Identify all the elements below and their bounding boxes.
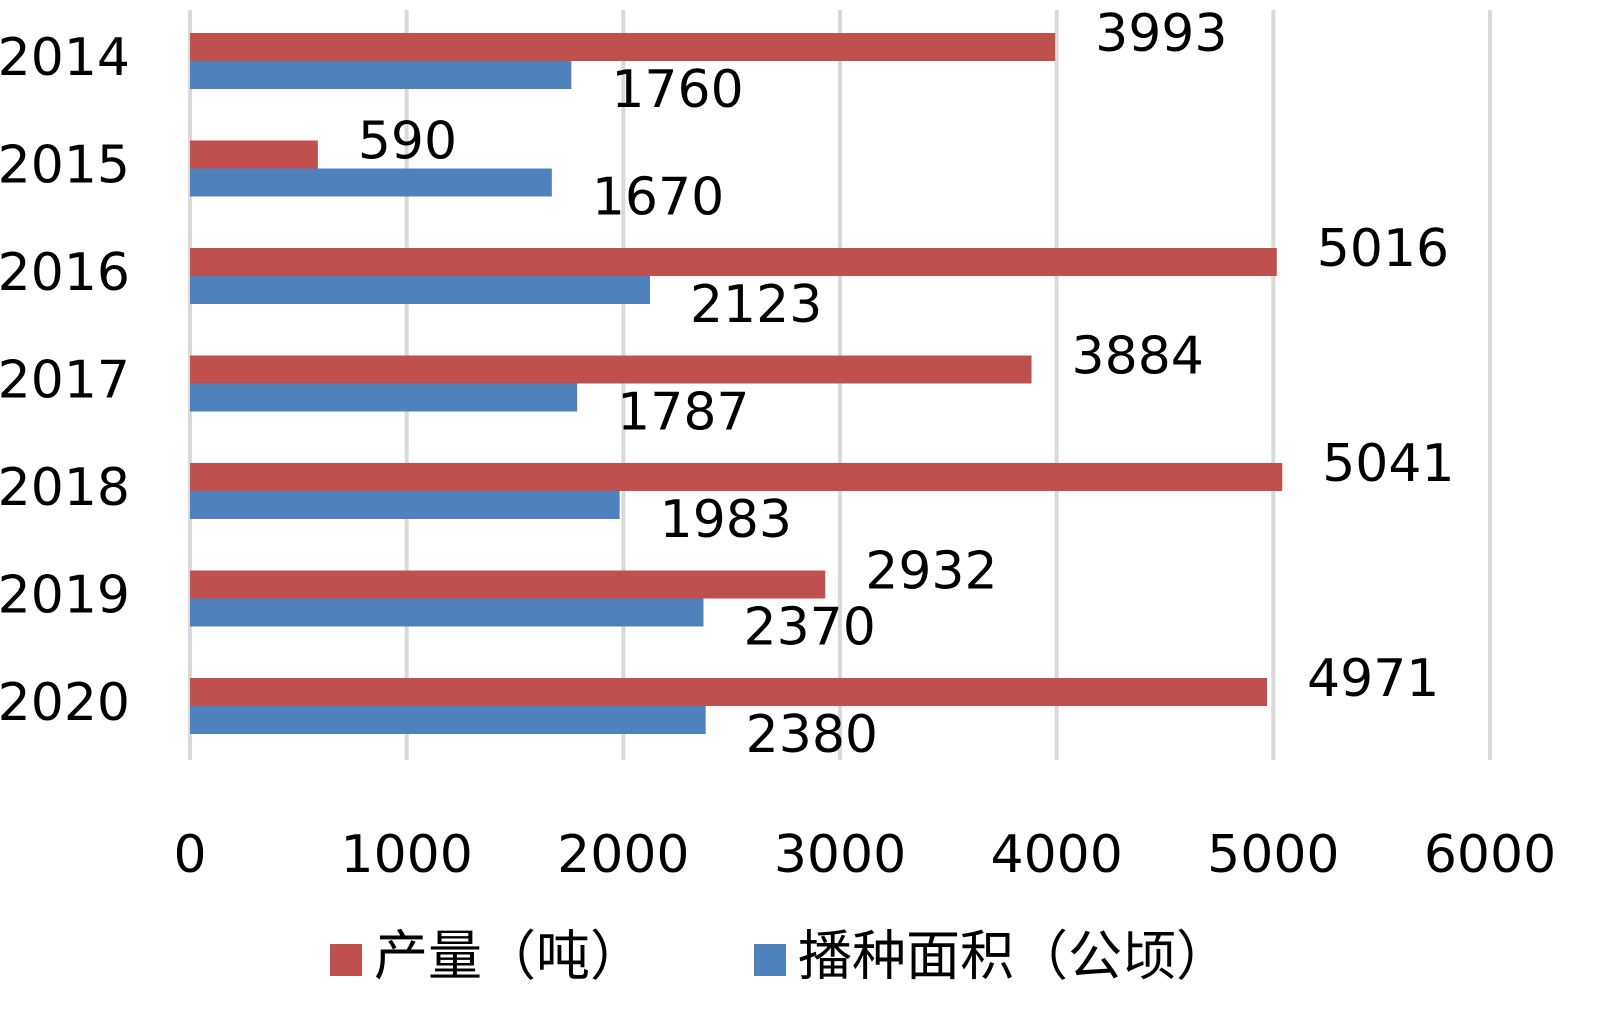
y-category-label: 2017 bbox=[0, 351, 130, 411]
legend-sown-area-label: 播种面积（公顷） bbox=[798, 925, 1230, 988]
data-label-production: 3993 bbox=[1095, 4, 1227, 64]
data-label-production: 4971 bbox=[1307, 649, 1439, 709]
bar-production bbox=[190, 463, 1283, 491]
x-tick-label: 4000 bbox=[990, 825, 1122, 885]
bar-sown-area bbox=[190, 276, 650, 304]
data-label-sown-area: 1983 bbox=[660, 490, 792, 550]
bar-sown-area bbox=[190, 598, 704, 627]
bar-sown-area bbox=[190, 168, 552, 197]
x-tick-label: 1000 bbox=[340, 825, 472, 885]
data-label-sown-area: 1787 bbox=[617, 383, 749, 443]
x-tick-label: 5000 bbox=[1207, 825, 1339, 885]
x-tick-label: 3000 bbox=[774, 825, 906, 885]
data-label-sown-area: 1670 bbox=[592, 168, 724, 228]
y-category-label: 2014 bbox=[0, 28, 130, 88]
bar-sown-area bbox=[190, 706, 706, 734]
data-label-sown-area: 2123 bbox=[690, 275, 822, 335]
legend-sown-area-swatch bbox=[754, 944, 786, 976]
bar-production bbox=[190, 248, 1277, 276]
bar-production bbox=[190, 355, 1032, 384]
data-label-production: 2932 bbox=[865, 542, 997, 602]
data-label-production: 5016 bbox=[1317, 219, 1449, 279]
bar-production bbox=[190, 33, 1056, 61]
y-category-label: 2015 bbox=[0, 136, 130, 196]
data-label-production: 5041 bbox=[1322, 434, 1454, 494]
legend-production-swatch bbox=[330, 944, 362, 976]
gridlines bbox=[188, 10, 1492, 760]
y-category-label: 2018 bbox=[0, 458, 130, 518]
bars bbox=[190, 33, 1283, 734]
bar-sown-area bbox=[190, 383, 578, 412]
y-axis-category-labels: 2014 2015 2016 2017 2018 2019 2020 bbox=[0, 28, 130, 733]
bar-production bbox=[190, 678, 1268, 706]
bar-production bbox=[190, 570, 826, 599]
y-category-label: 2020 bbox=[0, 673, 130, 733]
data-label-production: 3884 bbox=[1072, 327, 1204, 387]
x-tick-label: 0 bbox=[173, 825, 206, 885]
data-label-sown-area: 2370 bbox=[744, 598, 876, 658]
data-labels: 3993 1760 590 1670 5016 2123 3884 1787 5041 1983 2… bbox=[358, 4, 1455, 765]
bar-sown-area bbox=[190, 491, 620, 519]
legend-production-label: 产量（吨） bbox=[374, 925, 644, 988]
data-label-production: 590 bbox=[358, 112, 457, 172]
y-category-label: 2016 bbox=[0, 243, 130, 303]
legend: 产量（吨） 播种面积（公顷） bbox=[330, 925, 1230, 988]
bar-production bbox=[190, 140, 318, 169]
bar-sown-area bbox=[190, 61, 572, 89]
y-category-label: 2019 bbox=[0, 566, 130, 626]
data-label-sown-area: 2380 bbox=[746, 705, 878, 765]
data-label-sown-area: 1760 bbox=[611, 60, 743, 120]
x-tick-label: 2000 bbox=[557, 825, 689, 885]
x-axis-tick-labels: 0 1000 2000 3000 4000 5000 6000 bbox=[173, 825, 1556, 885]
x-tick-label: 6000 bbox=[1424, 825, 1556, 885]
